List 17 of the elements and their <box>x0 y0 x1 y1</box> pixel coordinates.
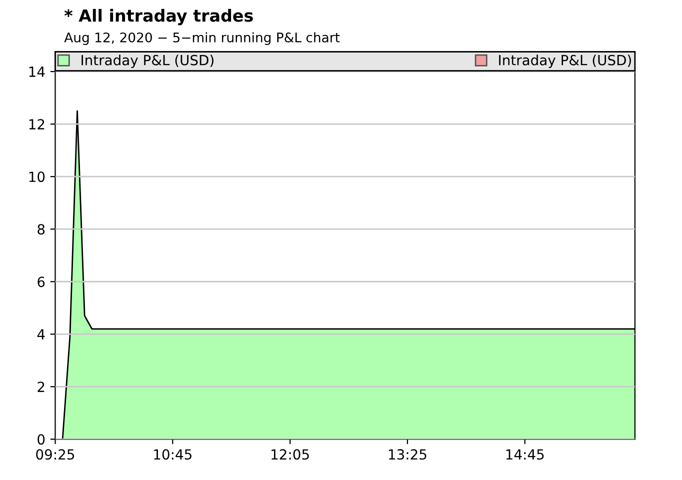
chart-title: * All intraday trades <box>64 8 253 26</box>
x-tick-label: 14:45 <box>506 449 544 460</box>
y-tick-label: 12 <box>29 119 44 130</box>
y-tick-label: 4 <box>37 329 45 340</box>
legend-label: Intraday P&L (USD) <box>82 54 214 68</box>
y-tick-label: 10 <box>29 172 45 182</box>
x-tick-label: 09:25 <box>36 449 74 460</box>
x-tick-label: 10:45 <box>154 449 192 460</box>
x-tick-label: 13:25 <box>388 449 426 460</box>
y-tick-label: 14 <box>29 66 45 77</box>
legend-label: Intraday P&L (USD) <box>499 54 631 68</box>
y-tick-label: 2 <box>38 382 44 392</box>
y-tick-label: 6 <box>38 276 45 288</box>
y-tick-label: 0 <box>38 434 45 445</box>
chart-subtitle: Aug 12, 2020 − 5−min running P&L chart <box>64 32 340 45</box>
x-tick-label: 12:05 <box>272 449 309 460</box>
y-tick-label: 8 <box>38 224 45 235</box>
